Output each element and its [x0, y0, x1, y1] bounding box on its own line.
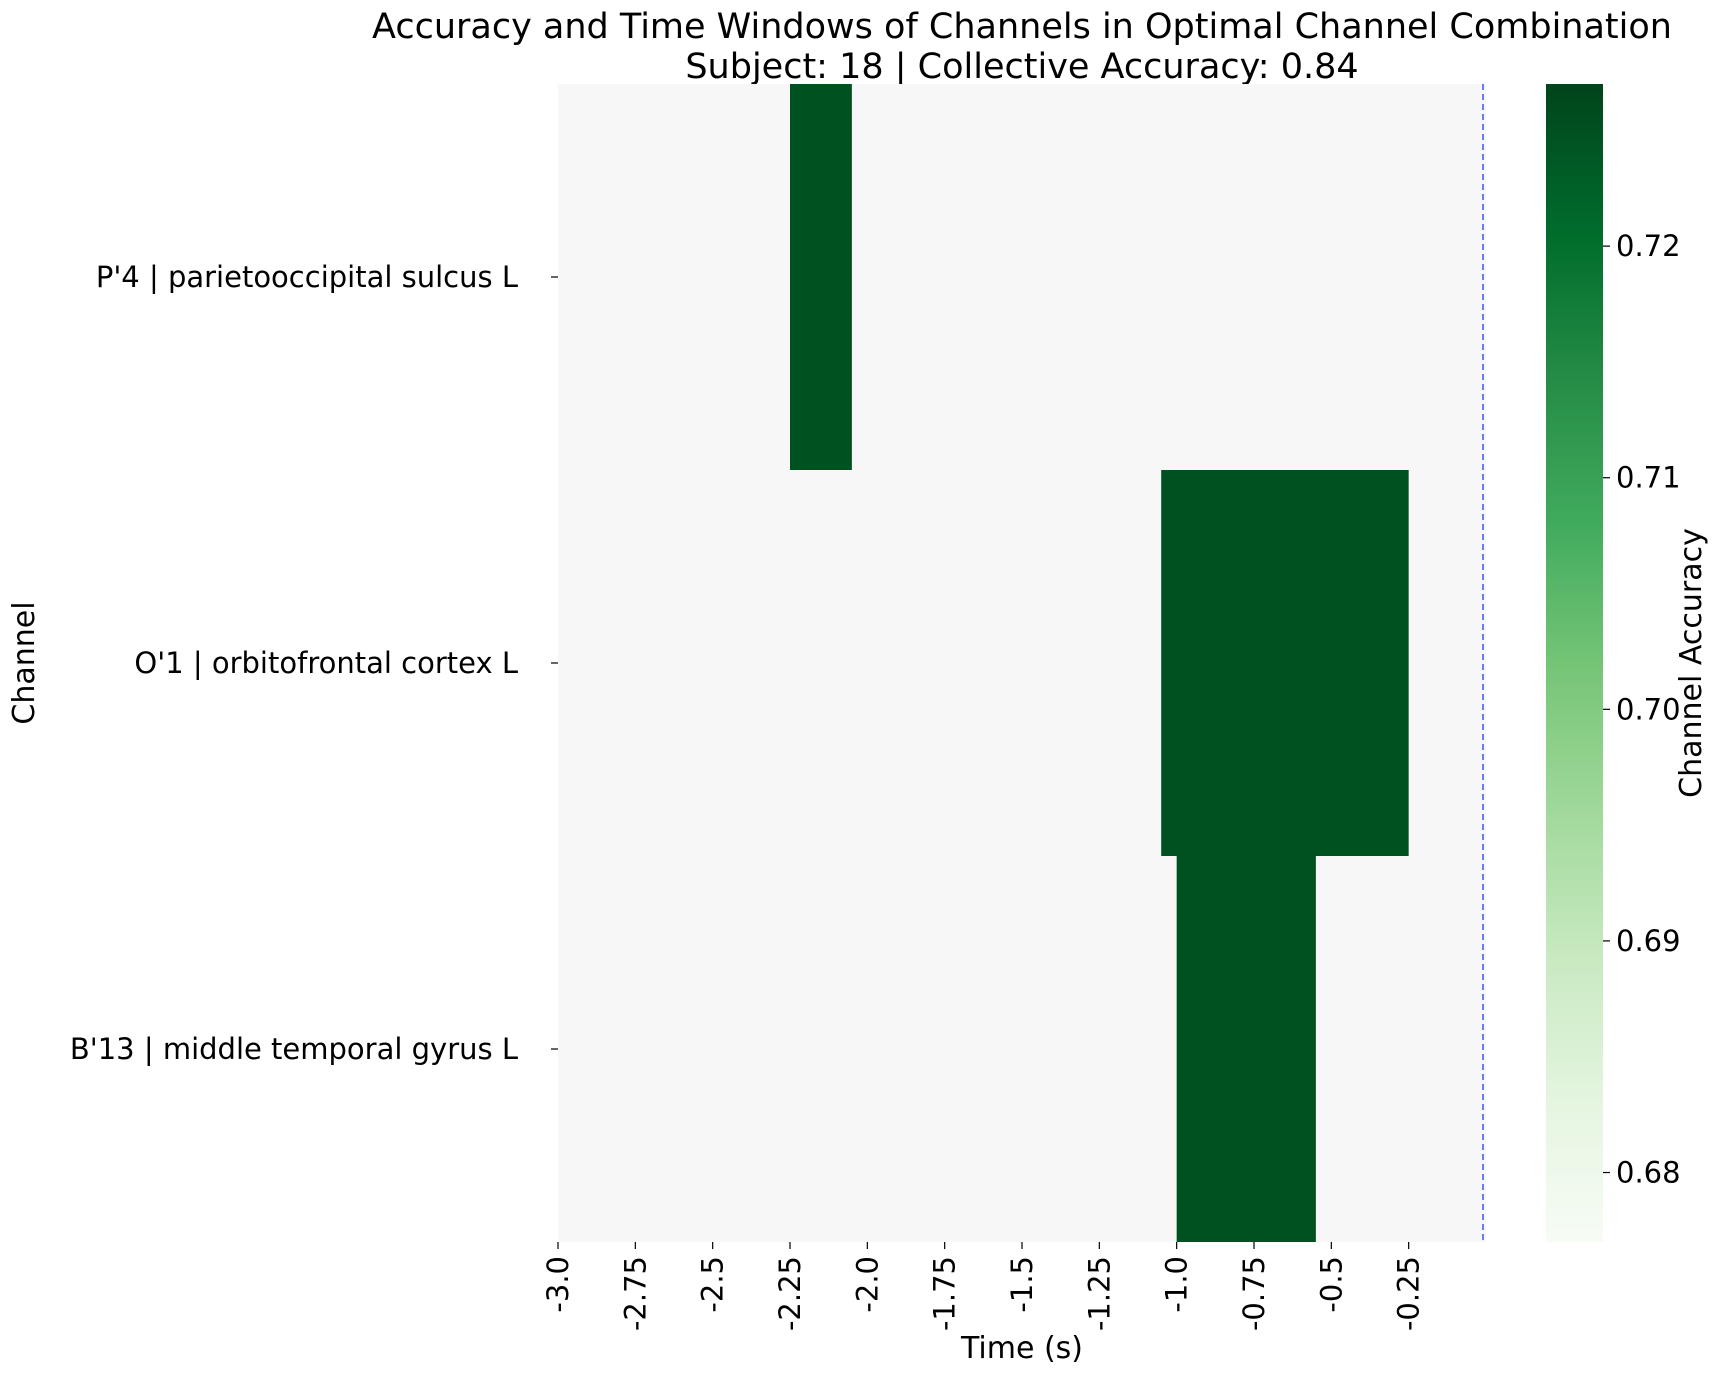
y-tick-label: B'13 | middle temporal gyrus L — [70, 1032, 518, 1066]
colorbar-tick-label: 0.72 — [1616, 229, 1681, 263]
colorbar — [1546, 84, 1603, 1242]
x-tick-label: -2.25 — [773, 1256, 807, 1331]
y-axis-label: Channel — [7, 601, 42, 724]
colorbar-tick-label: 0.69 — [1616, 924, 1681, 958]
chart-title-line2: Subject: 18 | Collective Accuracy: 0.84 — [685, 47, 1358, 87]
heatmap-cell-0 — [790, 84, 852, 470]
colorbar-tick-label: 0.71 — [1616, 461, 1681, 495]
heatmap-cell-2 — [1176, 856, 1316, 1242]
x-tick-label: -0.25 — [1392, 1256, 1426, 1331]
x-tick-label: -1.0 — [1160, 1256, 1194, 1313]
colorbar-ticks: 0.68 0.69 0.70 0.71 0.72 — [1603, 229, 1681, 1190]
x-axis-label: Time (s) — [960, 1331, 1083, 1366]
colorbar-tick-label: 0.68 — [1616, 1156, 1681, 1190]
x-tick-label: -0.75 — [1237, 1256, 1271, 1331]
x-tick-label: -1.5 — [1005, 1256, 1039, 1313]
x-tick-label: -3.0 — [541, 1256, 575, 1313]
heatmap-cell-1 — [1161, 470, 1409, 856]
x-tick-label: -2.75 — [618, 1256, 652, 1331]
x-tick-label: -2.5 — [696, 1256, 730, 1313]
x-tick-label: -0.5 — [1314, 1256, 1348, 1313]
x-tick-label: -2.0 — [850, 1256, 884, 1313]
colorbar-tick-label: 0.70 — [1616, 692, 1681, 726]
chart-title-line1: Accuracy and Time Windows of Channels in… — [372, 7, 1672, 47]
y-axis-ticks: P'4 | parietooccipital sulcus L O'1 | orb… — [70, 260, 558, 1066]
x-tick-label: -1.25 — [1082, 1256, 1116, 1331]
y-tick-label: P'4 | parietooccipital sulcus L — [96, 260, 518, 294]
x-axis-ticks: -3.0 -2.75 -2.5 -2.25 -2.0 -1.75 -1.5 -1.25 -1.0… — [541, 1242, 1426, 1331]
y-tick-label: O'1 | orbitofrontal cortex L — [134, 646, 518, 680]
colorbar-label: Channel Accuracy — [1674, 528, 1709, 798]
x-tick-label: -1.75 — [928, 1256, 962, 1331]
heatmap-cells — [790, 84, 1409, 1242]
